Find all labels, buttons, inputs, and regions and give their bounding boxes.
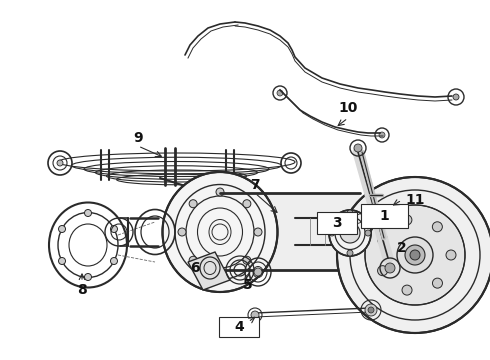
Circle shape: [354, 144, 362, 152]
Circle shape: [216, 188, 224, 196]
Circle shape: [432, 222, 442, 232]
Circle shape: [189, 256, 197, 264]
Circle shape: [402, 285, 412, 295]
Circle shape: [110, 257, 118, 265]
Polygon shape: [188, 252, 230, 290]
FancyBboxPatch shape: [361, 204, 408, 228]
Circle shape: [402, 215, 412, 225]
Circle shape: [110, 225, 118, 233]
Circle shape: [254, 268, 262, 276]
Circle shape: [433, 278, 442, 288]
Circle shape: [178, 228, 186, 236]
Circle shape: [405, 245, 425, 265]
Circle shape: [365, 230, 371, 236]
Text: 8: 8: [77, 283, 87, 297]
Circle shape: [251, 311, 259, 319]
Text: 6: 6: [190, 261, 200, 275]
Text: 11: 11: [405, 193, 425, 207]
Circle shape: [347, 210, 353, 216]
Ellipse shape: [329, 210, 371, 256]
FancyBboxPatch shape: [219, 317, 259, 337]
Circle shape: [84, 274, 92, 280]
Circle shape: [446, 250, 456, 260]
Circle shape: [84, 210, 92, 216]
Circle shape: [410, 250, 420, 260]
Circle shape: [365, 205, 465, 305]
Text: 4: 4: [234, 320, 244, 334]
Circle shape: [347, 250, 353, 256]
Text: 7: 7: [250, 178, 260, 192]
Bar: [220, 193, 360, 270]
Circle shape: [329, 230, 335, 236]
Circle shape: [453, 94, 459, 100]
Circle shape: [243, 200, 251, 208]
Text: 3: 3: [332, 216, 342, 230]
Text: 2: 2: [397, 241, 407, 255]
Circle shape: [385, 263, 395, 273]
Circle shape: [189, 200, 197, 208]
Circle shape: [365, 304, 377, 316]
Ellipse shape: [163, 172, 277, 292]
Circle shape: [337, 177, 490, 333]
Text: 5: 5: [243, 278, 253, 292]
Text: 1: 1: [379, 209, 389, 223]
Circle shape: [57, 160, 63, 166]
Circle shape: [243, 256, 251, 264]
Text: 10: 10: [338, 101, 358, 115]
Circle shape: [58, 257, 66, 265]
Text: 9: 9: [133, 131, 143, 145]
Circle shape: [397, 237, 433, 273]
Circle shape: [378, 266, 388, 276]
Circle shape: [340, 223, 360, 243]
Circle shape: [377, 234, 388, 244]
Circle shape: [368, 307, 374, 313]
Circle shape: [379, 132, 385, 138]
Circle shape: [254, 228, 262, 236]
FancyBboxPatch shape: [317, 212, 357, 234]
Circle shape: [277, 90, 283, 96]
Circle shape: [58, 225, 66, 233]
Circle shape: [216, 268, 224, 276]
